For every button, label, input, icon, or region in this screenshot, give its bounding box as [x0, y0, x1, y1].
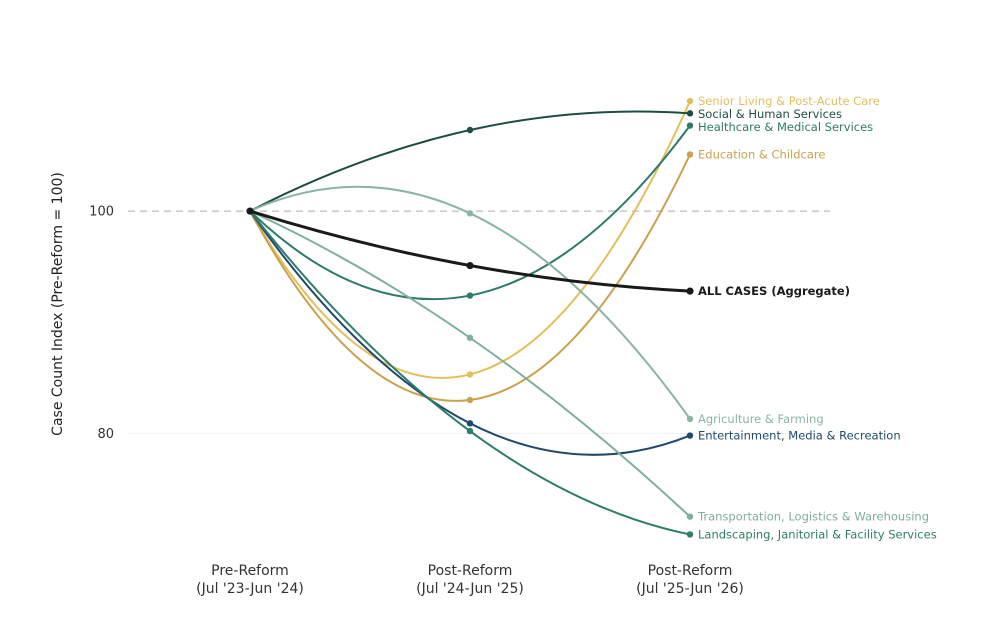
- series-point: [466, 371, 474, 378]
- series-label: Entertainment, Media & Recreation: [698, 429, 901, 443]
- x-category-labels: Pre-Reform (Jul '23-Jun '24) Post-Reform (J…: [196, 563, 744, 597]
- y-tick-label: 100: [89, 205, 114, 220]
- series-label: Education & Childcare: [698, 147, 825, 161]
- y-tick-label: 80: [97, 427, 114, 442]
- series-lines: [248, 100, 692, 536]
- series-point: [686, 287, 694, 295]
- series-point: [686, 122, 694, 129]
- x-category-sublabel: (Jul '24-Jun '25): [416, 581, 524, 597]
- series-label: Healthcare & Medical Services: [698, 120, 873, 134]
- series-point: [686, 531, 694, 538]
- series-point: [466, 261, 474, 270]
- series-label: ALL CASES (Aggregate): [698, 284, 850, 298]
- series-line: [249, 110, 691, 213]
- series-point: [686, 151, 694, 158]
- series-point: [466, 427, 474, 435]
- series-point: [466, 126, 474, 134]
- series-line: [249, 210, 691, 518]
- y-axis-label: Case Count Index (Pre-Reform = 100): [50, 172, 66, 436]
- series-point: [686, 432, 694, 439]
- x-category-sublabel: (Jul '25-Jun '26): [636, 581, 744, 597]
- series-point: [466, 292, 474, 299]
- series-label: Agriculture & Farming: [698, 412, 824, 426]
- series-point: [686, 415, 694, 423]
- series-line: [249, 210, 691, 456]
- series-point: [686, 97, 694, 105]
- series-point: [686, 110, 694, 117]
- series-line: [249, 185, 691, 420]
- series-point: [246, 207, 254, 215]
- series-point: [686, 513, 694, 520]
- x-category-label: Pre-Reform: [211, 563, 289, 579]
- series-label: Transportation, Logistics & Warehousing: [697, 510, 929, 524]
- series-point: [466, 210, 474, 217]
- series-point: [466, 396, 474, 404]
- x-category-sublabel: (Jul '23-Jun '24): [196, 581, 304, 597]
- x-category-label: Post-Reform: [428, 563, 513, 579]
- series-label: Senior Living & Post-Acute Care: [698, 94, 880, 108]
- series-label: Landscaping, Janitorial & Facility Servi…: [698, 527, 937, 541]
- series-points: [246, 97, 694, 538]
- series-point: [466, 334, 474, 341]
- axes: 80 100: [89, 205, 830, 442]
- series-line: [248, 209, 692, 293]
- series-point: [466, 420, 474, 427]
- series-label: Social & Human Services: [698, 107, 842, 121]
- x-category-label: Post-Reform: [648, 563, 733, 579]
